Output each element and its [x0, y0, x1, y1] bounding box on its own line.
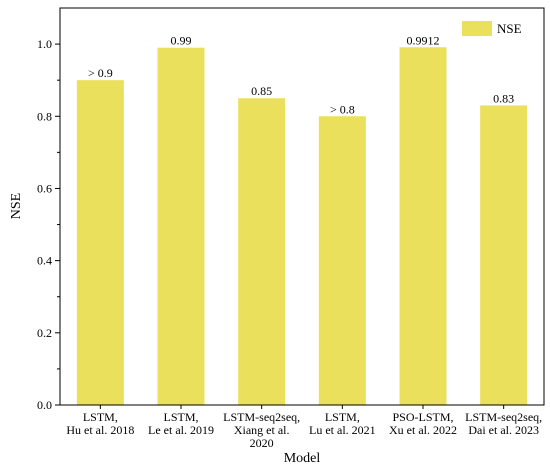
bar-value-label: > 0.9: [88, 66, 113, 80]
y-axis: 0.0 0.2 0.4 0.6 0.8 1.0: [37, 37, 60, 412]
bar-value-label: 0.9912: [407, 33, 440, 47]
y-tick-label: 0.2: [37, 326, 52, 340]
y-tick-label: 0.4: [37, 254, 52, 268]
y-tick-label: 0.0: [37, 398, 52, 412]
bar: [76, 80, 124, 405]
x-axis-title: Model: [284, 451, 321, 466]
x-tick-label: LSTM-seq2seq, Dai et al. 2023: [465, 410, 542, 437]
y-axis-title: NSE: [9, 193, 24, 219]
legend: NSE: [462, 21, 522, 36]
y-tick-label: 1.0: [37, 37, 52, 51]
x-tick-label: PSO-LSTM, Xu et al. 2022: [389, 410, 457, 437]
bar: [480, 105, 528, 405]
x-tick-label: LSTM, Le et al. 2019: [148, 410, 214, 437]
plot-frame: [59, 7, 545, 406]
bar-value-label: 0.99: [171, 34, 192, 48]
x-tick-label: LSTM, Lu et al. 2021: [309, 410, 376, 437]
x-axis: LSTM, Hu et al. 2018 LSTM, Le et al. 2019 LS…: [66, 405, 542, 450]
bar: [238, 98, 286, 406]
bar-value-label: 0.83: [493, 91, 514, 105]
bars-group: [76, 47, 528, 406]
x-tick-label: LSTM-seq2seq, Xiang et al. 2020: [223, 410, 300, 450]
legend-label-nse: NSE: [497, 21, 522, 36]
legend-swatch-nse: [462, 21, 492, 36]
x-tick-label: LSTM, Hu et al. 2018: [66, 410, 134, 437]
bar: [318, 116, 366, 405]
bar-value-labels: > 0.9 0.99 0.85 > 0.8 0.9912 0.83: [88, 33, 514, 116]
y-tick-label: 0.8: [37, 109, 52, 123]
y-tick-label: 0.6: [37, 181, 52, 195]
bar: [157, 47, 205, 405]
bar: [399, 47, 447, 406]
bar-value-label: 0.85: [251, 84, 272, 98]
bar-value-label: > 0.8: [330, 102, 355, 116]
